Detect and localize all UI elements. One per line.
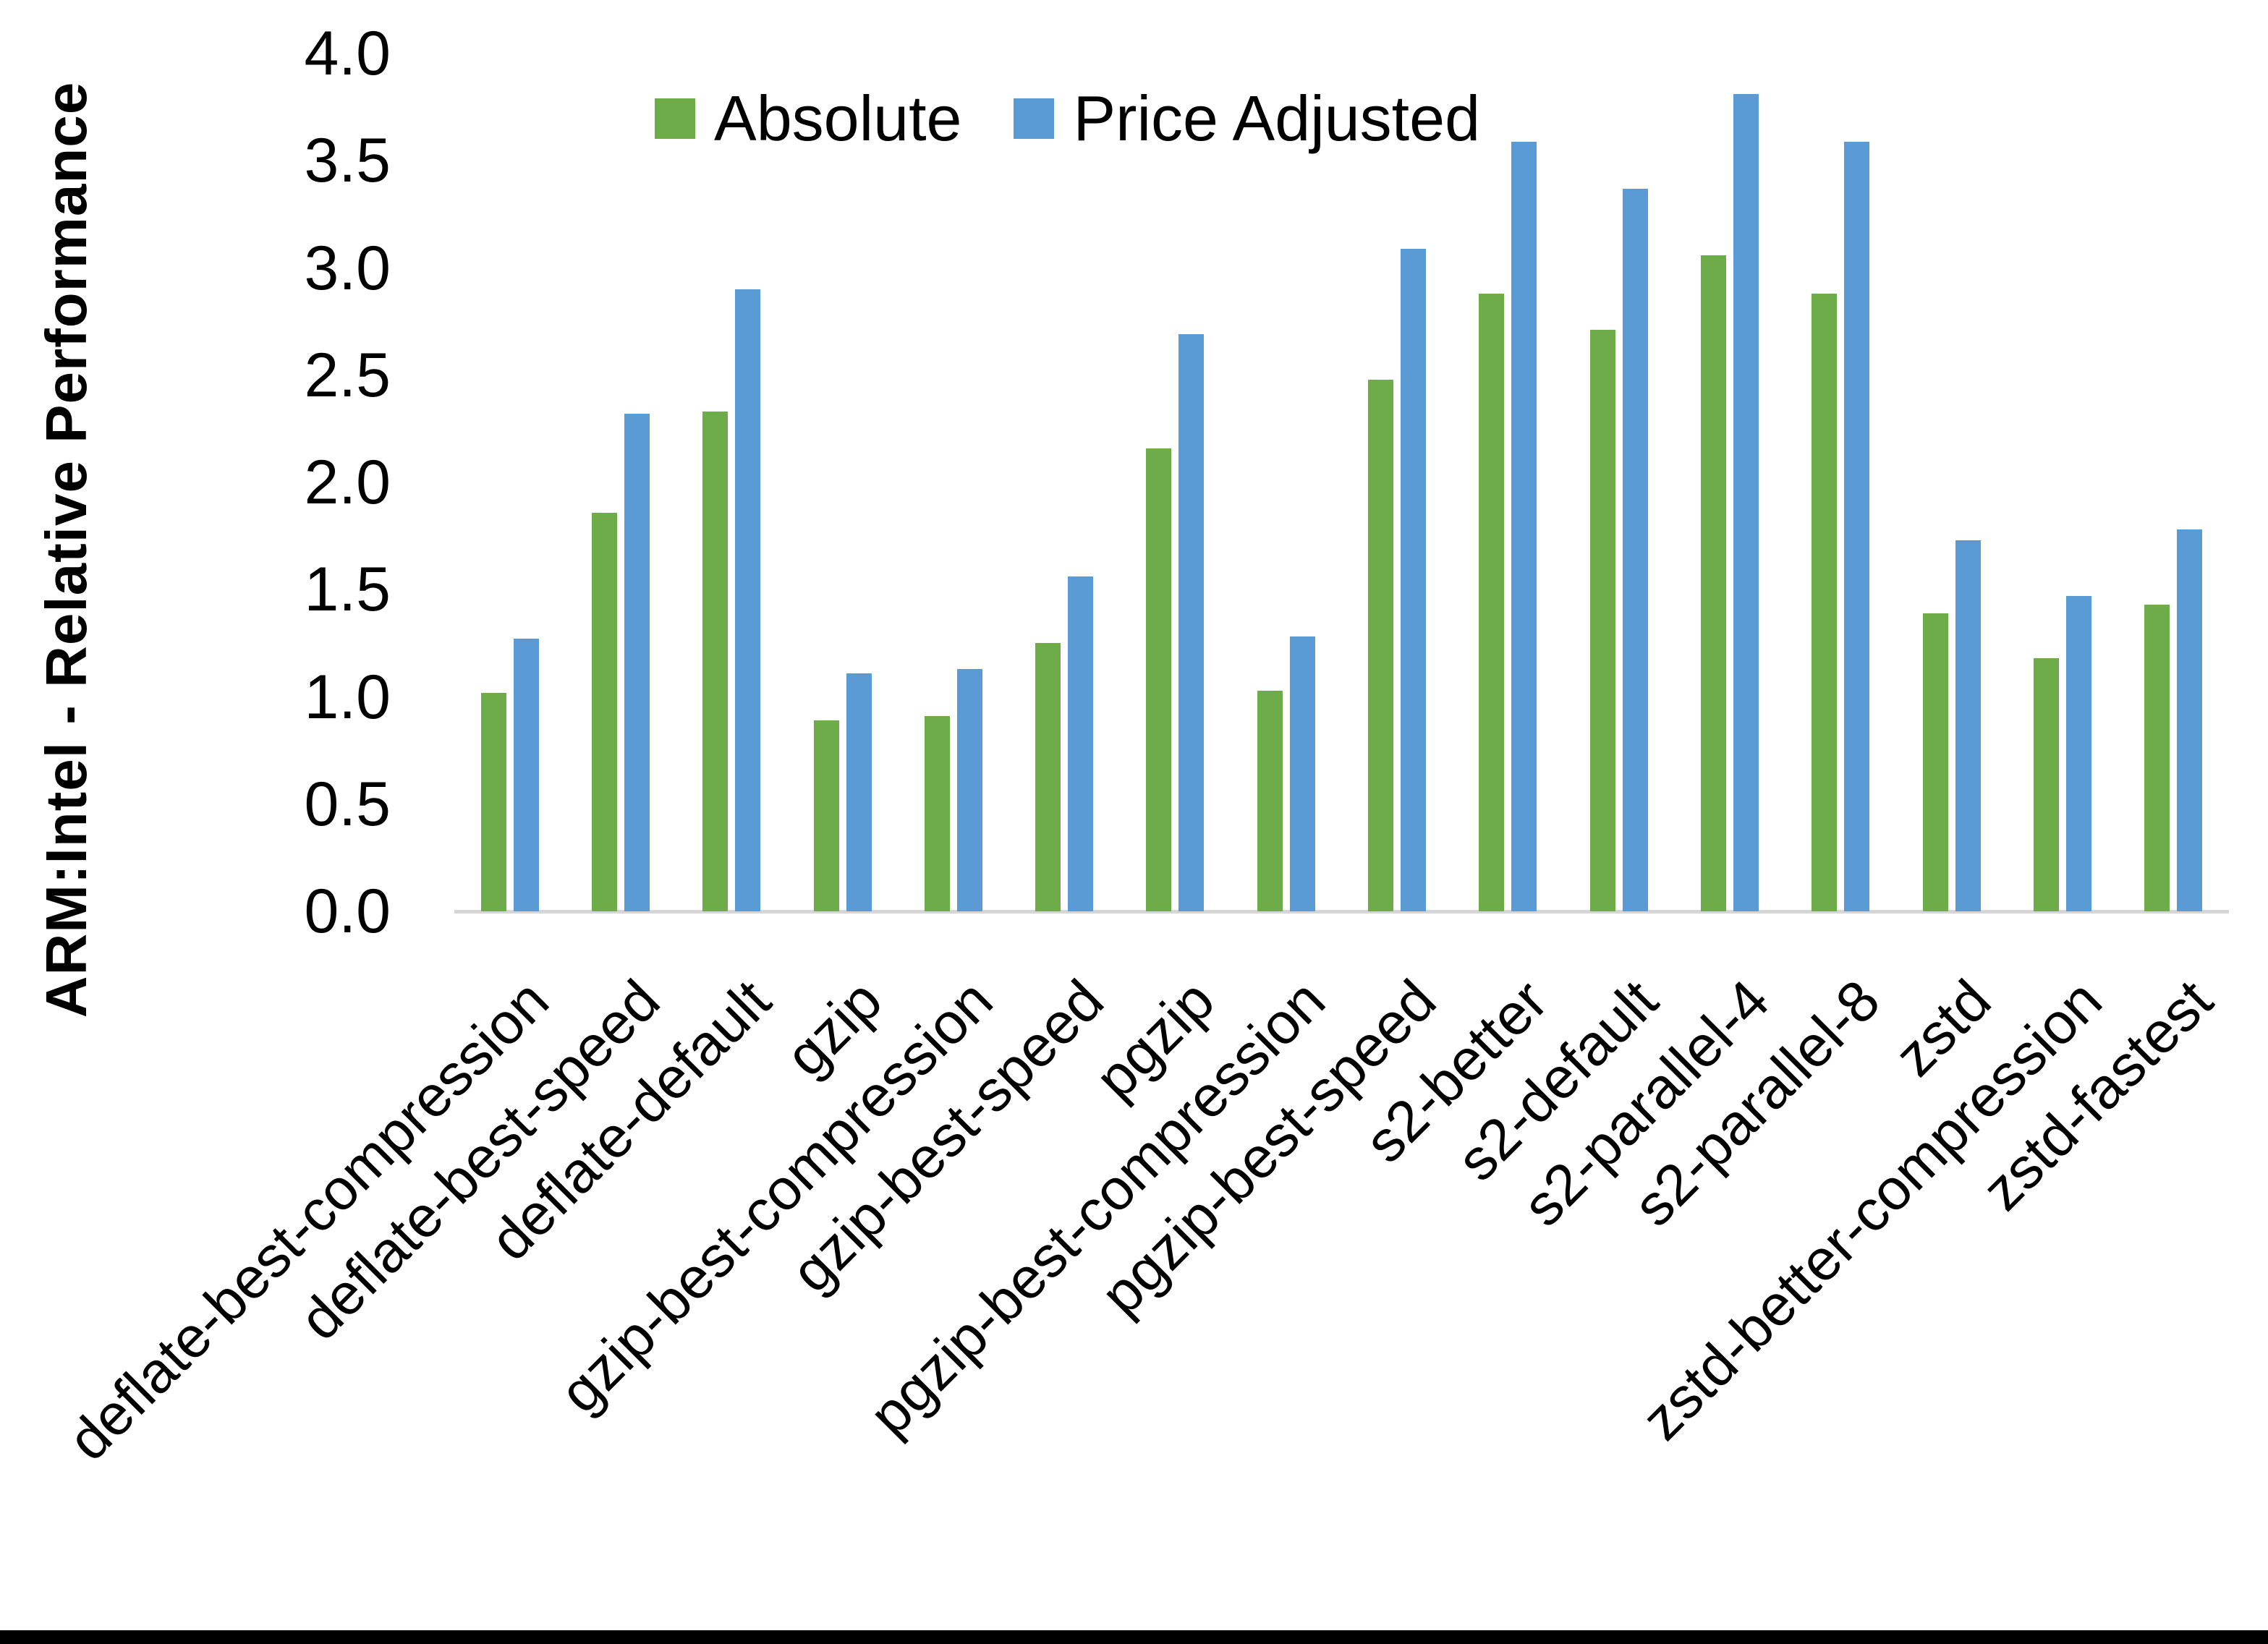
bar-absolute-s2-parallel-8 [1812, 294, 1837, 911]
bar-price-adjusted-pgzip [1178, 334, 1204, 911]
bar-price-adjusted-pgzip-best-speed [1401, 249, 1426, 911]
bar-price-adjusted-gzip-best-compression [957, 669, 982, 911]
y-tick-label: 3.5 [304, 126, 391, 196]
bar-absolute-zstd [1923, 613, 1948, 911]
bar-price-adjusted-s2-better [1511, 142, 1537, 911]
y-tick-label: 2.5 [304, 340, 391, 410]
legend: Absolute Price Adjusted [655, 87, 1480, 150]
bar-absolute-s2-default [1590, 330, 1615, 911]
legend-swatch-price-adjusted [1014, 98, 1055, 139]
bar-price-adjusted-s2-parallel-8 [1844, 142, 1869, 911]
bar-absolute-deflate-default [702, 412, 728, 911]
bar-price-adjusted-gzip-best-speed [1068, 576, 1093, 911]
bar-price-adjusted-gzip [846, 673, 872, 911]
bar-price-adjusted-s2-parallel-4 [1733, 94, 1759, 911]
y-tick-label: 4.0 [304, 19, 391, 88]
bar-price-adjusted-zstd-fastest [2177, 529, 2202, 911]
legend-swatch-absolute [655, 98, 695, 139]
bar-price-adjusted-zstd [1955, 540, 1981, 911]
bar-absolute-gzip-best-compression [925, 716, 950, 911]
y-tick-label: 2.0 [304, 448, 391, 517]
bar-price-adjusted-pgzip-best-compression [1290, 636, 1315, 911]
bar-absolute-deflate-best-compression [481, 693, 506, 911]
bottom-border-rule [0, 1630, 2268, 1644]
y-tick-label: 0.0 [304, 877, 391, 946]
bar-price-adjusted-zstd-better-compression [2066, 596, 2091, 911]
y-tick-label: 0.5 [304, 769, 391, 839]
bar-absolute-gzip-best-speed [1035, 643, 1061, 911]
y-axis-title: ARM:Intel - Relative Performance [34, 81, 98, 1018]
legend-label-price-adjusted: Price Adjusted [1073, 82, 1481, 154]
y-tick-label: 3.0 [304, 233, 391, 303]
bar-price-adjusted-s2-default [1623, 189, 1648, 911]
legend-label-absolute: Absolute [714, 82, 962, 154]
bar-absolute-s2-better [1479, 294, 1504, 911]
bar-price-adjusted-deflate-best-speed [624, 414, 650, 911]
bar-absolute-pgzip-best-compression [1257, 691, 1283, 911]
bar-absolute-gzip [814, 720, 839, 911]
x-axis-line [454, 910, 2229, 913]
bar-price-adjusted-deflate-best-compression [514, 639, 539, 911]
bar-absolute-zstd-better-compression [2034, 658, 2059, 911]
bar-absolute-pgzip-best-speed [1368, 380, 1393, 911]
legend-item-price-adjusted: Price Adjusted [1014, 87, 1480, 150]
legend-item-absolute: Absolute [655, 87, 961, 150]
y-tick-label: 1.0 [304, 662, 391, 732]
bar-absolute-deflate-best-speed [592, 513, 617, 911]
bar-absolute-s2-parallel-4 [1701, 255, 1726, 911]
y-tick-label: 1.5 [304, 555, 391, 625]
bar-absolute-pgzip [1146, 448, 1171, 911]
bar-absolute-zstd-fastest [2144, 605, 2170, 911]
bar-price-adjusted-deflate-default [735, 289, 760, 911]
